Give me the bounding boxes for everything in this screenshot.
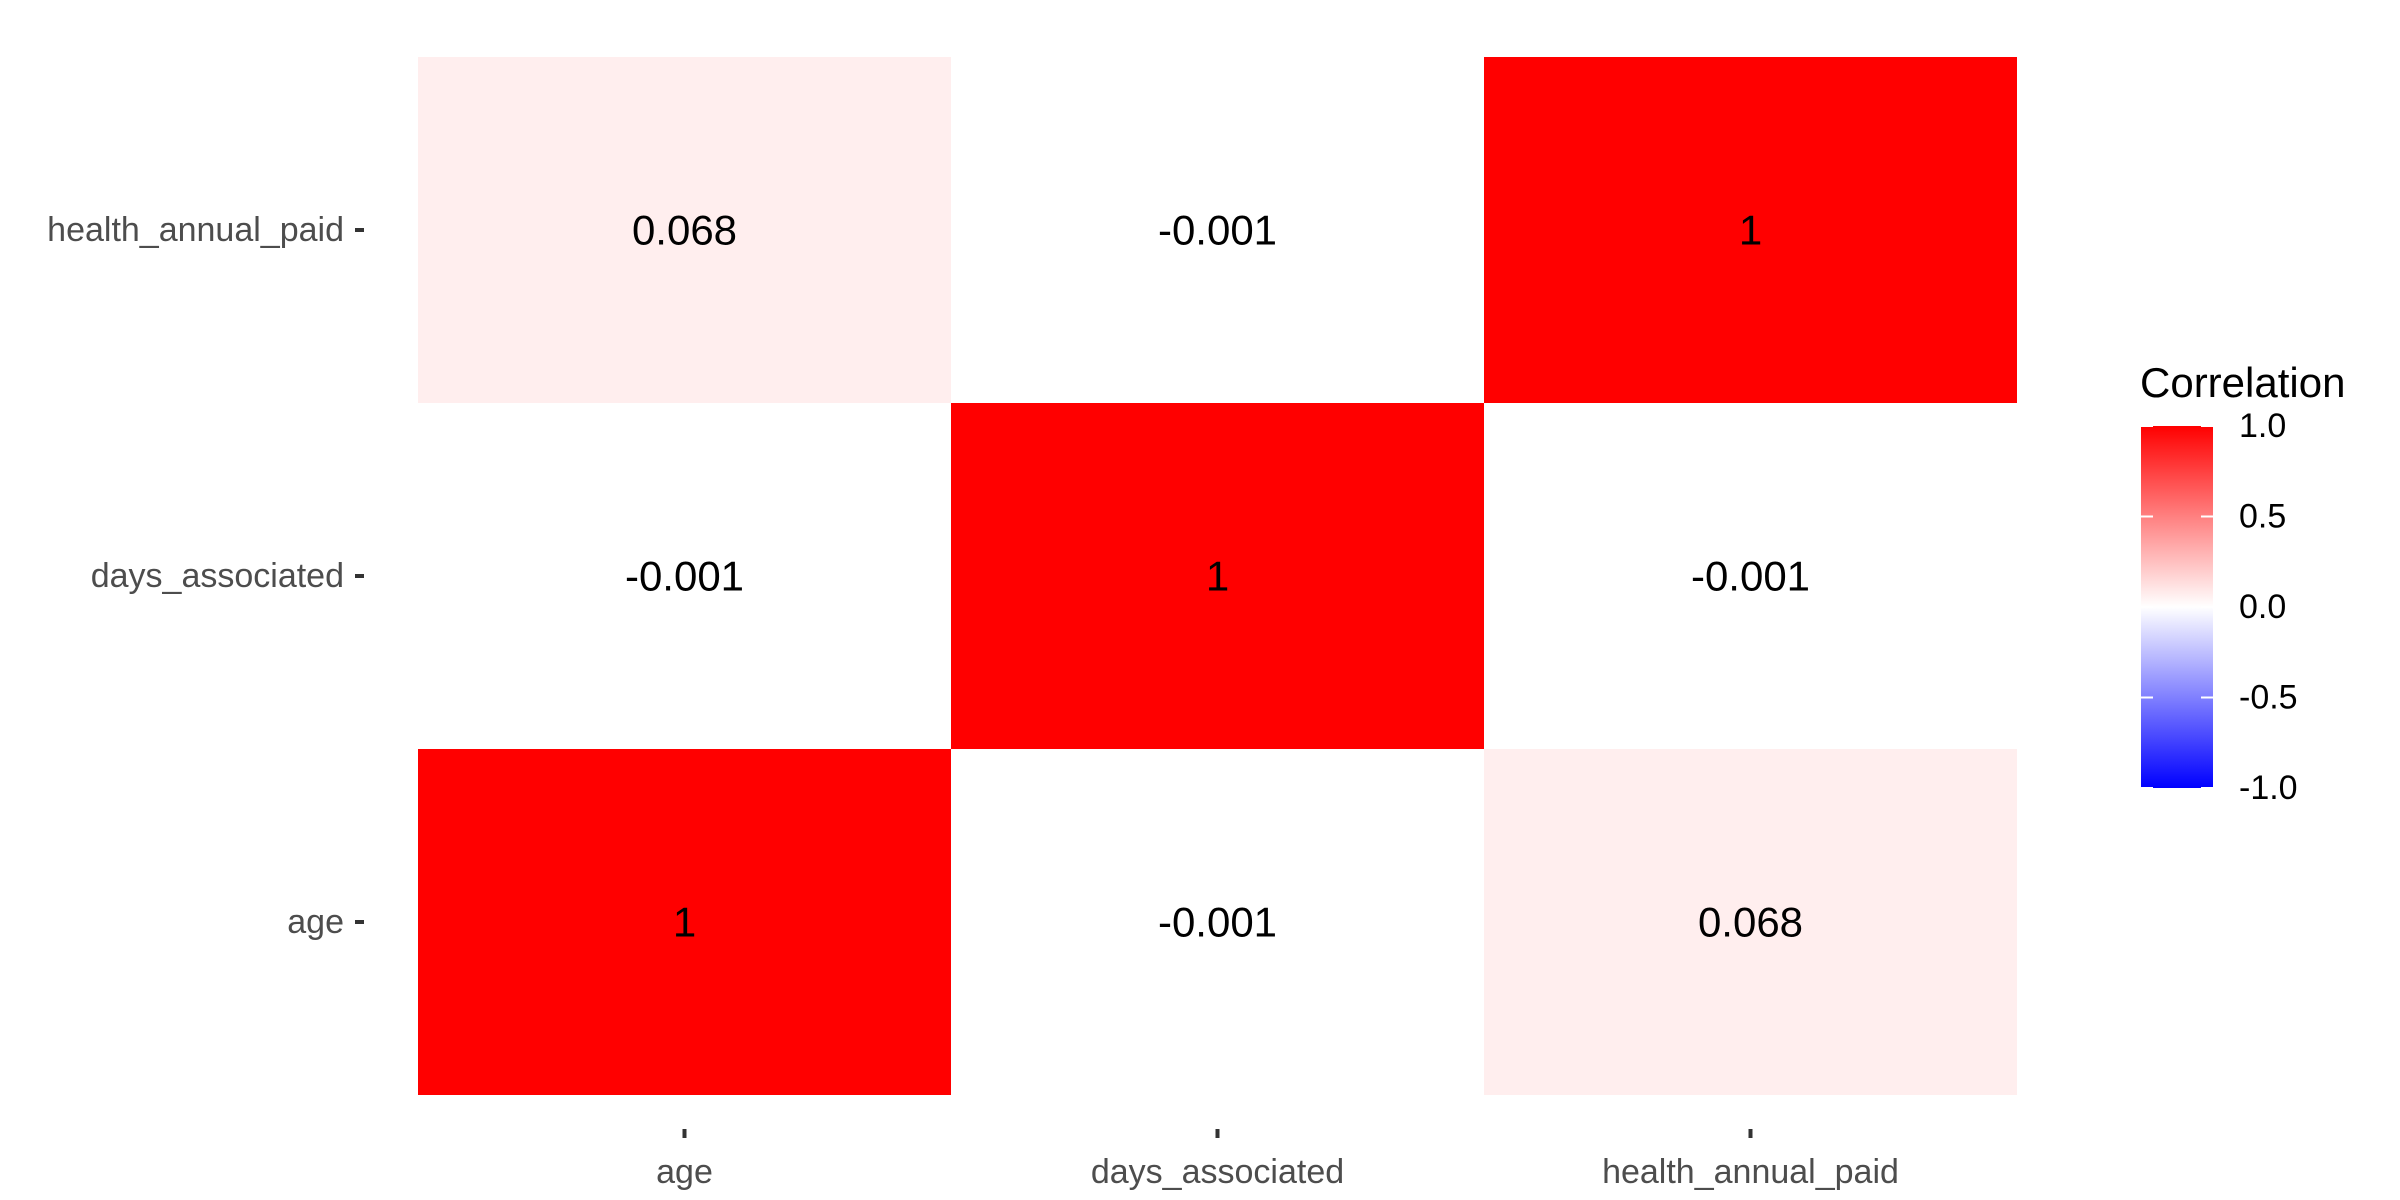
x-axis: age days_associated health_annual_paid [656, 1129, 1899, 1191]
cell-value-label: 1 [1739, 207, 1762, 254]
y-axis: age days_associated health_annual_paid [47, 211, 364, 941]
cell-value-label: 0.068 [1698, 899, 1803, 946]
x-tick-label: age [656, 1153, 713, 1191]
color-legend: Correlation 1.0 0.5 0.0 -0.5 -1.0 [2140, 359, 2345, 807]
legend-tick-label: -1.0 [2239, 769, 2298, 807]
heatmap-cell [951, 57, 1484, 403]
legend-tick-label: 0.0 [2239, 588, 2286, 626]
cell-value-label: -0.001 [1158, 899, 1277, 946]
x-tick-label: health_annual_paid [1602, 1153, 1899, 1191]
heatmap-cells [418, 57, 2017, 1095]
y-tick-label: age [287, 903, 344, 941]
y-tick-label: health_annual_paid [47, 211, 344, 249]
heatmap-cell [418, 749, 951, 1095]
legend-tick-label: 0.5 [2239, 498, 2286, 536]
cell-value-label: -0.001 [1691, 553, 1810, 600]
heatmap-cell [1484, 403, 2017, 749]
legend-title: Correlation [2140, 359, 2345, 406]
heatmap-cell [951, 749, 1484, 1095]
legend-tick-label: -0.5 [2239, 679, 2298, 717]
heatmap-cell [1484, 749, 2017, 1095]
heatmap-cell [418, 57, 951, 403]
legend-ticks: 1.0 0.5 0.0 -0.5 -1.0 [2141, 407, 2298, 807]
cell-value-label: 0.068 [632, 207, 737, 254]
cell-value-label: -0.001 [1158, 207, 1277, 254]
cell-value-label: -0.001 [625, 553, 744, 600]
cell-value-labels: 1 -0.001 0.068 -0.001 1 -0.001 0.068 -0.001 1 [625, 207, 1810, 946]
cell-value-label: 1 [1206, 553, 1229, 600]
cell-value-label: 1 [673, 899, 696, 946]
heatmap-cell [418, 403, 951, 749]
heatmap-cell [951, 403, 1484, 749]
legend-tick-label: 1.0 [2239, 407, 2286, 445]
y-tick-label: days_associated [91, 557, 344, 595]
x-tick-label: days_associated [1091, 1153, 1344, 1191]
heatmap-cell [1484, 57, 2017, 403]
